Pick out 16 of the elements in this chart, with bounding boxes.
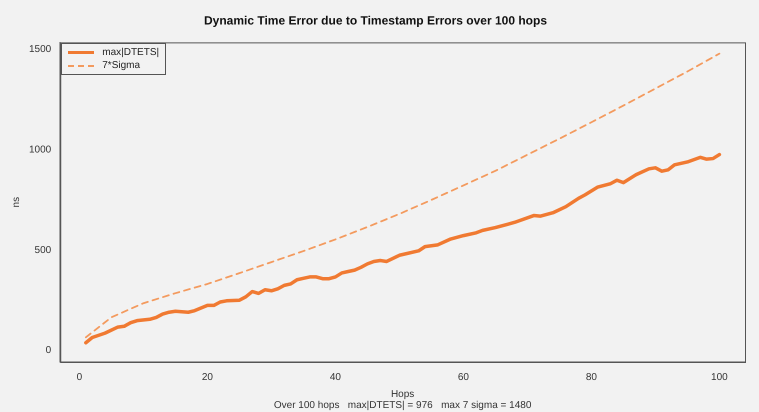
x-tick-label: 60	[458, 372, 470, 383]
x-tick-label: 20	[202, 372, 214, 383]
y-axis-title: ns	[10, 196, 22, 208]
y-tick-label: 500	[34, 244, 52, 256]
x-tick-label: 80	[586, 372, 598, 383]
x-axis-title: Hops	[390, 388, 414, 400]
legend-label: 7*Sigma	[102, 60, 140, 72]
x-tick-label: 100	[711, 372, 728, 383]
y-tick-label: 1000	[28, 144, 52, 156]
legend-label: max|DTETS|	[102, 47, 160, 58]
y-tick-label: 1500	[28, 44, 52, 56]
text: Over 100 hops max|DTETS| = 976 max 7 sigma = 1480	[274, 400, 532, 411]
x-tick-label: 0	[76, 372, 83, 383]
y-tick-label: 0	[46, 345, 52, 356]
chart-title: Dynamic Time Error due to Timestamp Errors over 100 hops	[204, 14, 548, 28]
x-tick-label: 40	[330, 372, 342, 383]
